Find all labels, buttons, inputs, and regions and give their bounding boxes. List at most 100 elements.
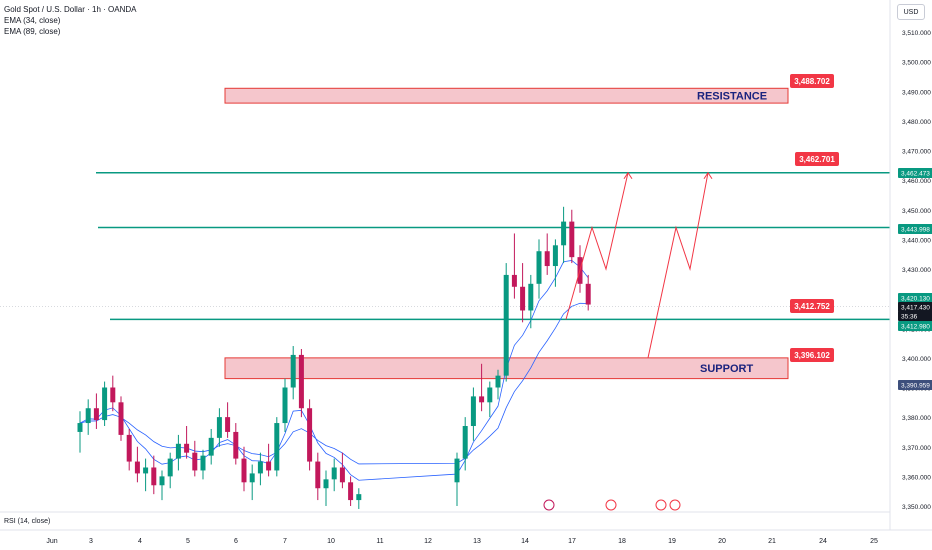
candle-body [479,396,485,403]
candle-body [216,417,222,438]
price-badge [898,321,932,331]
candle-body [290,354,296,388]
price-tick-label: 3,440.000 [902,237,931,244]
candle-body [462,426,468,459]
candle-body [585,283,591,305]
levels-layer [96,171,890,321]
time-tick-label: 18 [618,538,626,545]
candle-body [323,479,329,489]
price-tick-label: 3,510.000 [902,30,931,37]
time-tick-label: 20 [718,538,726,545]
candle-body [307,408,313,462]
candle-body [175,443,181,459]
economic-event-icon [543,499,555,511]
time-tick-label: 3 [89,538,93,545]
candle-body [536,251,542,284]
candle-body [470,396,476,427]
price-tick-label: 3,470.000 [902,149,931,156]
price-badge [898,302,932,312]
zone-resistance [224,87,789,104]
symbol-title[interactable]: Gold Spot / U.S. Dollar · 1h · OANDA [4,5,137,14]
candle-body [348,482,354,501]
price-badge [898,293,932,303]
projection-arrowhead [703,171,713,179]
candle-body [552,245,558,267]
candle-body [151,467,157,486]
economic-event-icon [605,499,617,511]
candle-body [159,476,165,486]
candle-body [118,402,124,435]
time-tick-label: 11 [376,538,383,545]
time-tick-label: 5 [186,538,190,545]
currency-button[interactable]: USD [897,4,925,20]
price-badge-label: 35:36 [901,314,918,321]
candle-body [487,387,493,403]
price-badge-label: 3,462.473 [901,171,930,178]
price-callout [790,299,834,313]
candle-body [528,283,534,311]
ema-34-label[interactable]: EMA (34, close) [4,16,61,25]
price-tick-label: 3,370.000 [902,445,931,452]
time-tick-label: 24 [819,538,827,545]
price-tick-label: 3,450.000 [902,208,931,215]
price-badge-label: 3,443.998 [901,227,930,234]
chart-legend: Gold Spot / U.S. Dollar · 1h · OANDA EMA… [4,4,137,37]
ema-89-label[interactable]: EMA (89, close) [4,27,61,36]
candle-body [339,467,345,483]
candle-body [85,408,91,424]
candle-body [520,286,526,311]
time-tick-label: 7 [283,538,287,545]
ema-34-line [79,260,589,481]
price-tick-label: 3,480.000 [902,119,931,126]
price-callout-label: 3,412.752 [794,302,830,311]
candle-body [126,434,132,462]
price-badges: 3,462.473 3,443.998 3,420.130 3,417.430 35:3… [898,168,932,390]
ema-layer [79,260,589,481]
economic-event-icon [655,499,667,511]
candle-body [331,467,337,480]
events-layer [543,499,681,511]
candle-body [233,431,239,459]
candle-body [298,354,304,409]
candle-body [134,461,140,474]
price-tick-label: 3,430.000 [902,267,931,274]
price-tick-label: 3,500.000 [902,60,931,67]
candle-body [315,461,321,489]
price-tick-label: 3,460.000 [902,178,931,185]
candle-body [208,437,214,456]
candle-body [102,387,108,421]
time-tick-label: 12 [424,538,432,545]
ema-89-line [79,302,589,465]
price-callout [795,152,839,166]
price-badge [898,311,932,321]
candle-body [274,423,280,471]
time-tick-label: 4 [138,538,142,545]
projection-arrowhead [623,171,633,179]
economic-event-icon [669,499,681,511]
price-badge-label: 3,412.980 [901,324,930,331]
price-badge-label: 3,417.430 [901,305,930,312]
time-tick-label: 25 [870,538,878,545]
projection-layer [565,171,713,358]
zone-label: RESISTANCE [697,91,767,103]
candles-layer [77,206,591,509]
candle-body [454,458,460,483]
time-tick-label: 13 [473,538,481,545]
price-callout-label: 3,488.702 [794,77,830,86]
price-axis: 3,350.000 3,360.000 3,370.000 3,380.000 3,39… [889,0,931,530]
price-callout-label: 3,396.102 [794,351,830,360]
candle-body [200,455,206,471]
price-badge [898,168,932,178]
price-badge-label: 3,420.130 [901,296,930,303]
rsi-label[interactable]: RSI (14, close) [4,518,51,525]
projection-path-1 [565,172,629,320]
candle-body [192,452,198,471]
candle-body [266,461,272,471]
zone-label: SUPPORT [700,363,753,375]
price-callout-label: 3,462.701 [799,155,835,164]
candle-body [561,221,567,246]
time-tick-label: 6 [234,538,238,545]
price-callout [790,74,834,88]
price-badge-label: 3,390.959 [901,383,930,390]
